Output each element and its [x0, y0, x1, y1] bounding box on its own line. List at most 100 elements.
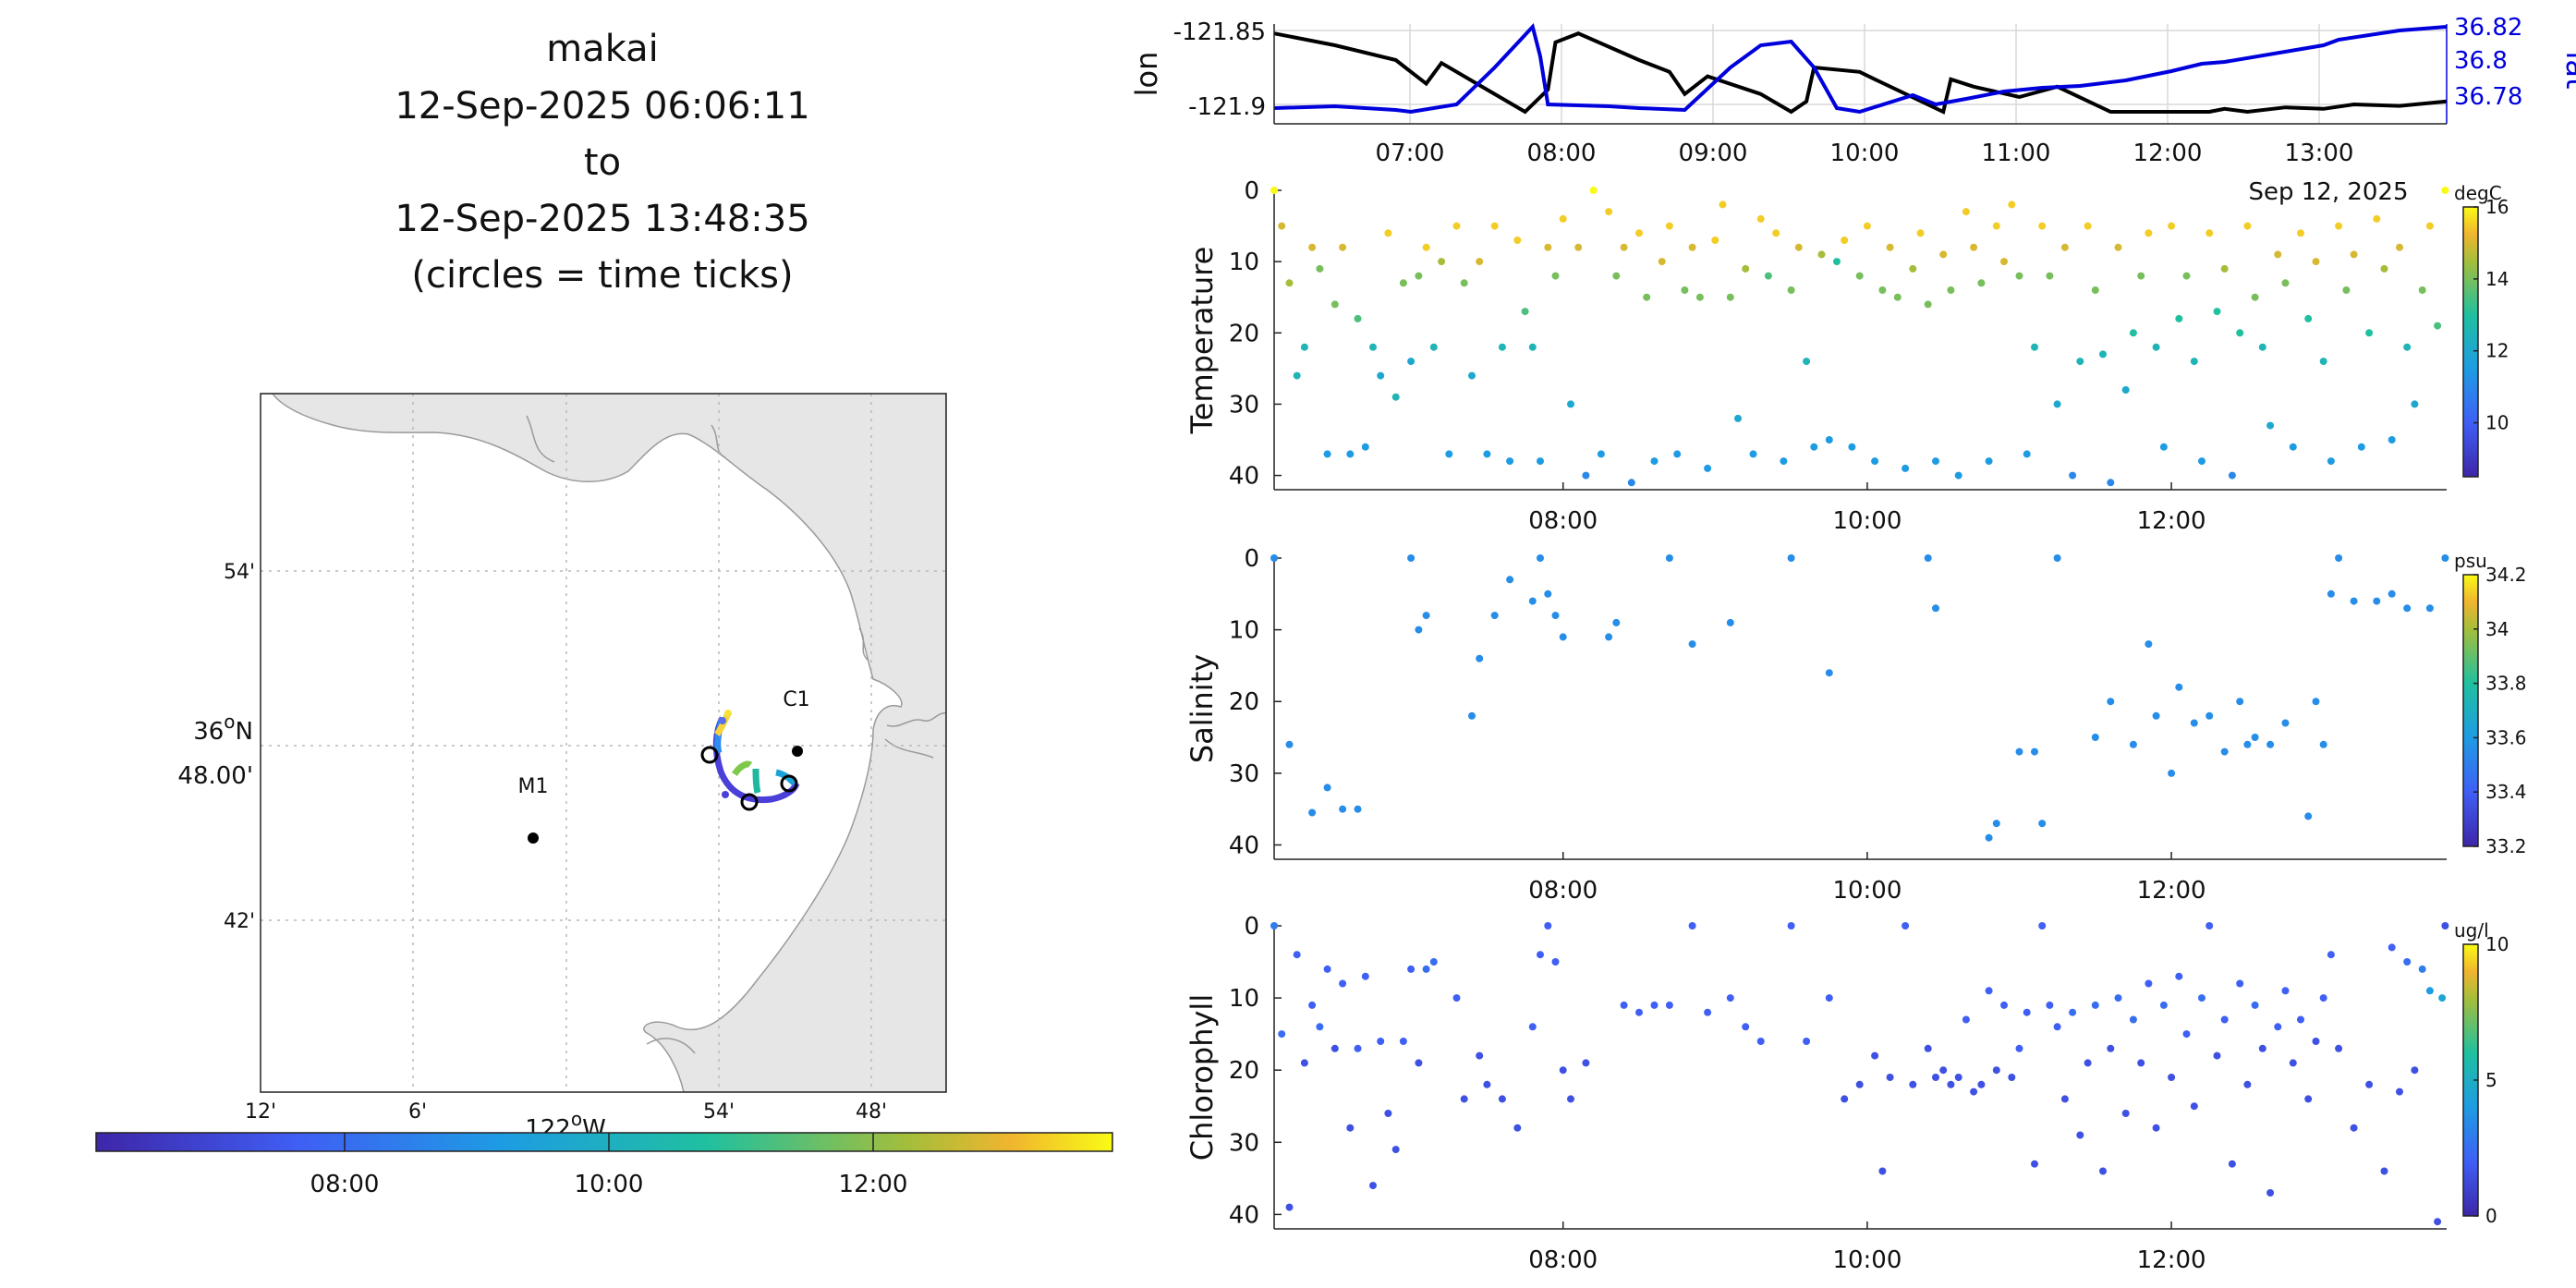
data-point: [2213, 1051, 2221, 1060]
data-point: [1833, 258, 1841, 266]
data-point: [2228, 1160, 2236, 1168]
data-point: [1391, 393, 1400, 401]
data-point: [2220, 264, 2229, 273]
y-tick-label: 0: [1244, 913, 1259, 941]
data-point: [2425, 987, 2434, 995]
colorbar-tick-label: 0: [2485, 1205, 2497, 1227]
data-point: [1749, 450, 1757, 458]
data-point: [1909, 264, 1917, 273]
data-point: [2274, 250, 2282, 259]
data-point: [1992, 820, 2000, 828]
data-point: [1947, 1080, 1955, 1088]
data-point: [2441, 922, 2449, 930]
colorbar-units: degC: [2454, 182, 2502, 204]
lat-tick-2: 36.8: [2454, 47, 2508, 75]
data-point: [2031, 747, 2038, 756]
data-point: [1719, 200, 1727, 209]
x-tick-label: 08:00: [1528, 1246, 1598, 1274]
data-point: [2182, 272, 2191, 280]
data-point: [1886, 1074, 1894, 1081]
data-point: [2175, 972, 2183, 980]
data-point: [1726, 994, 1734, 1002]
data-point: [2129, 740, 2137, 748]
data-point: [2396, 243, 2403, 251]
data-point: [1780, 457, 1788, 466]
data-point: [1970, 243, 1978, 251]
colorbar-units: ug/l: [2454, 919, 2489, 942]
data-point: [1476, 258, 1484, 266]
x-tick-label: 10:00: [1832, 877, 1902, 905]
map-lon-tick-2: 6': [408, 1100, 427, 1124]
data-point: [2008, 1074, 2016, 1081]
y-tick-label: 30: [1229, 1129, 1259, 1157]
data-point: [1528, 343, 1537, 351]
title-line-2: 12-Sep-2025 06:06:11: [395, 85, 809, 128]
data-point: [2190, 358, 2198, 366]
map-lat-deg-label: 36oN: [193, 711, 253, 746]
data-point: [1391, 1146, 1400, 1154]
data-point: [2289, 1059, 2297, 1067]
data-point: [1354, 1044, 1362, 1052]
station-c1-label: C1: [783, 688, 809, 711]
y-tick-label: 10: [1229, 985, 1259, 1013]
data-point: [2129, 1015, 2137, 1024]
data-point: [1893, 293, 1902, 301]
data-point: [2418, 965, 2426, 973]
y-tick-label: 30: [1229, 760, 1259, 788]
data-point: [1559, 214, 1567, 223]
data-point: [1902, 464, 1910, 472]
data-point: [2243, 222, 2252, 230]
data-point: [2069, 471, 2077, 480]
data-point: [2266, 1189, 2275, 1197]
data-point: [2380, 264, 2388, 273]
data-point: [2418, 286, 2426, 294]
data-point: [1270, 187, 1278, 194]
data-point: [1939, 250, 1948, 259]
data-point: [1323, 784, 1331, 792]
colorbar-tick-label: 33.4: [2485, 781, 2527, 803]
y-tick-label: 0: [1244, 177, 1259, 205]
data-point: [1787, 286, 1795, 294]
data-point: [1285, 279, 1294, 287]
data-point: [2107, 698, 2115, 706]
data-point: [2190, 719, 2198, 727]
data-point: [2053, 400, 2061, 408]
map-lon-tick-1: 12': [245, 1100, 276, 1124]
data-point: [1415, 626, 1423, 634]
data-point: [1567, 1095, 1574, 1103]
colorbar-tick-label: 33.2: [2485, 835, 2527, 857]
data-point: [2175, 314, 2183, 322]
data-point: [2434, 322, 2442, 330]
data-point: [2091, 286, 2099, 294]
data-point: [1354, 314, 1362, 322]
time-tick-circles: [700, 746, 798, 811]
data-point: [2236, 698, 2244, 706]
data-point: [1300, 1059, 1308, 1067]
data-point: [1902, 922, 1910, 930]
data-point: [2023, 450, 2031, 458]
colorbar-tick-label: 12: [2485, 340, 2509, 362]
data-point: [1528, 597, 1537, 605]
colorbar-tick-label: 5: [2485, 1069, 2497, 1091]
data-point: [2350, 1124, 2358, 1132]
data-point: [1650, 457, 1659, 466]
data-point: [1270, 922, 1278, 930]
data-point: [2168, 769, 2176, 777]
data-point: [1445, 450, 1453, 458]
data-point: [2198, 994, 2205, 1002]
data-point: [2182, 1030, 2191, 1039]
data-point: [2388, 943, 2396, 952]
colorbar-tick-label: 16: [2485, 196, 2509, 218]
series-line-lon: [1273, 31, 2448, 115]
data-point: [1513, 237, 1522, 244]
data-point: [2357, 443, 2365, 451]
lonlat-grid: [1274, 24, 2447, 124]
data-point: [2060, 243, 2069, 251]
profile-panels: 0 10 20 30 40 08:00 10:00 12:00 Temperature 16 14 1…: [1185, 177, 2527, 1274]
data-point: [2441, 187, 2449, 194]
data-point: [1544, 243, 1552, 251]
data-point: [1924, 554, 1932, 562]
x-tick-label: 08:00: [1528, 877, 1598, 905]
y-tick-label: 20: [1229, 320, 1259, 347]
data-point: [2205, 922, 2214, 930]
